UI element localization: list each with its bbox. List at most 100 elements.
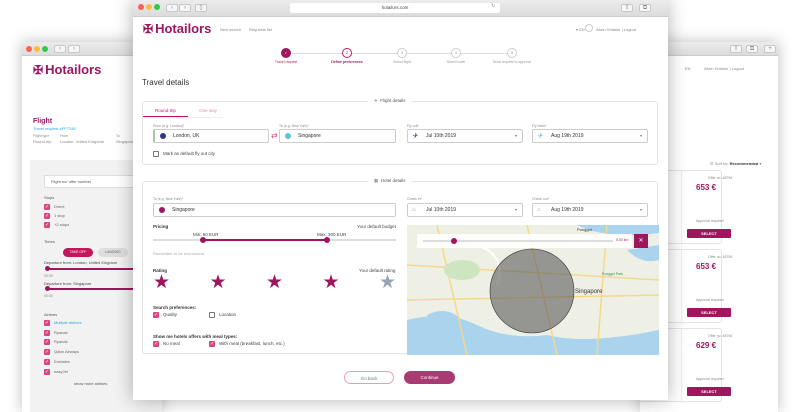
close-radius-button[interactable]: ✕: [634, 234, 648, 248]
share-icon[interactable]: ⇧: [621, 4, 633, 12]
max-handle[interactable]: [324, 237, 330, 243]
user-menu[interactable]: Alwin Hotailor | Logout: [704, 66, 744, 71]
step-4-circle: 4: [451, 48, 461, 58]
map[interactable]: Singapore Punggol Park Punggol 5.00 km ✕: [407, 225, 659, 355]
language-selector[interactable]: ▾ EN: [576, 27, 585, 32]
max-price: Max: 300 EUR: [317, 232, 347, 237]
tabs-icon[interactable]: ⧉: [746, 45, 758, 53]
airlines-heading: Airlines: [44, 312, 58, 317]
rating-star-2[interactable]: ★ 2: [209, 272, 227, 293]
go-back-button[interactable]: Go back: [344, 371, 394, 384]
reload-icon[interactable]: ↻: [491, 3, 496, 9]
fly-out-select[interactable]: ✈ Jul 10th 2019 ▾: [407, 129, 523, 143]
select-offer-button[interactable]: SELECT: [687, 308, 731, 317]
airline-checkbox[interactable]: [44, 329, 50, 336]
stop-checkbox[interactable]: [44, 204, 50, 210]
back-icon[interactable]: ‹: [166, 4, 178, 12]
minimize-dot[interactable]: [146, 4, 152, 10]
back-icon[interactable]: ‹: [54, 45, 66, 53]
select-offer-button[interactable]: SELECT: [687, 229, 731, 238]
swap-icon[interactable]: ⇄: [271, 131, 278, 140]
approval-note: Approval required: [696, 298, 724, 302]
with-meal-checkbox[interactable]: [209, 341, 215, 347]
time-slider[interactable]: [45, 286, 147, 291]
logo[interactable]: ✠ Hotailors: [143, 21, 212, 36]
stop-checkbox[interactable]: [44, 213, 50, 219]
close-dot[interactable]: [26, 46, 32, 52]
quality-checkbox[interactable]: [153, 312, 159, 318]
tabs-icon[interactable]: ⧉: [639, 4, 651, 12]
from-input[interactable]: London, UK: [153, 129, 269, 143]
minimize-dot[interactable]: [34, 46, 40, 52]
map-label-area: Punggol: [577, 227, 592, 232]
airline-checkbox[interactable]: [44, 358, 50, 365]
no-meal-label: No meal: [163, 341, 180, 346]
show-more-airlines-link[interactable]: show more airlines: [74, 381, 108, 386]
rating-heading: Rating: [153, 268, 167, 273]
airline-checkbox[interactable]: [44, 339, 50, 346]
default-city-label: Mark as default fly out city: [163, 151, 216, 156]
rating-star-4[interactable]: ★ 4: [322, 272, 340, 293]
price-range-slider[interactable]: [153, 237, 396, 243]
no-meal-checkbox[interactable]: [153, 341, 159, 347]
share-icon[interactable]: ⇧: [730, 45, 742, 53]
to-input[interactable]: Singapore: [279, 129, 396, 143]
language-selector[interactable]: EN: [685, 66, 691, 71]
nav-new-search[interactable]: New search: [220, 27, 242, 32]
step-5-circle: 5: [507, 48, 517, 58]
address-bar[interactable]: hotailors.com: [290, 3, 500, 13]
flight-search-input[interactable]: Flight no/ offer number: [44, 175, 154, 188]
location-checkbox[interactable]: [209, 312, 215, 318]
check-in-label: Check in*: [407, 197, 422, 201]
user-menu[interactable]: Alwin Hotailor | Logout: [596, 27, 636, 32]
time-slider[interactable]: [45, 266, 147, 271]
fly-back-label: Fly back*: [532, 124, 547, 128]
hotel-details-card: ▦ Hotel details To (e.g. New York)* Sing…: [142, 178, 659, 355]
default-budget-link[interactable]: Your default budget: [357, 224, 396, 229]
airline-checkbox[interactable]: [44, 368, 50, 375]
main-window: ‹ › ▯ hotailors.com ↻ ⇧ ⧉ ✠ Hotailors New…: [133, 0, 668, 400]
forward-icon[interactable]: ›: [68, 45, 80, 53]
hotel-destination-input[interactable]: Singapore: [153, 203, 396, 217]
airline-checkbox[interactable]: [44, 349, 50, 356]
tab-round-trip[interactable]: Round trip: [143, 105, 188, 117]
step-2-label: Define preferences: [331, 60, 363, 64]
rating-star-3[interactable]: ★ 3: [266, 272, 284, 293]
request-link[interactable]: Travel request #FF7248: [33, 126, 76, 131]
maximize-dot[interactable]: [42, 46, 48, 52]
default-rating-link[interactable]: Your default rating: [359, 268, 396, 273]
sort-control[interactable]: ☰ Sort by: Recommended ▾: [710, 161, 762, 166]
continue-button[interactable]: Continue: [404, 371, 455, 384]
radius-slider[interactable]: [423, 238, 613, 244]
departure-label: Departure from: Singapore: [44, 281, 92, 286]
nav-requests-list[interactable]: Requests list: [249, 27, 272, 32]
select-offer-button[interactable]: SELECT: [687, 387, 731, 396]
search-preferences-heading: Search preferences:: [153, 305, 197, 310]
radius-value: 5.00 km: [616, 238, 629, 242]
forward-icon[interactable]: ›: [179, 4, 191, 12]
min-handle[interactable]: [200, 237, 206, 243]
rating-star-1[interactable]: ★ 1: [153, 272, 171, 293]
sidebar-icon[interactable]: ▯: [195, 4, 207, 12]
take-off-button[interactable]: TAKE OFF: [63, 248, 93, 257]
rating-star-5[interactable]: ★ 5: [379, 272, 397, 293]
page-title: Flight: [33, 118, 53, 125]
map-label-city: Singapore: [575, 289, 603, 295]
close-dot[interactable]: [138, 4, 144, 10]
fly-back-select[interactable]: ✈ Aug 19th 2019 ▾: [532, 129, 648, 143]
landing-button[interactable]: LANDING: [98, 248, 128, 257]
with-meal-label: With meal (breakfast, lunch, etc.): [219, 341, 285, 346]
check-in-select[interactable]: ⌂ Jul 10th 2019 ▾: [407, 203, 523, 217]
check-out-select[interactable]: ⌂ Aug 19th 2019 ▾: [532, 203, 648, 217]
logo[interactable]: ✠ Hotailors: [33, 62, 102, 77]
avatar[interactable]: [585, 24, 593, 32]
map-canvas[interactable]: Singapore Punggol Park Punggol: [407, 225, 659, 355]
tab-one-way[interactable]: One way: [199, 108, 217, 113]
search-radius-circle: [489, 248, 575, 334]
plane-icon: ✈: [374, 98, 378, 103]
default-city-checkbox[interactable]: [153, 151, 159, 157]
stop-checkbox[interactable]: [44, 222, 50, 228]
airline-checkbox[interactable]: [44, 320, 50, 326]
new-tab-icon[interactable]: +: [764, 45, 776, 53]
maximize-dot[interactable]: [154, 4, 160, 10]
